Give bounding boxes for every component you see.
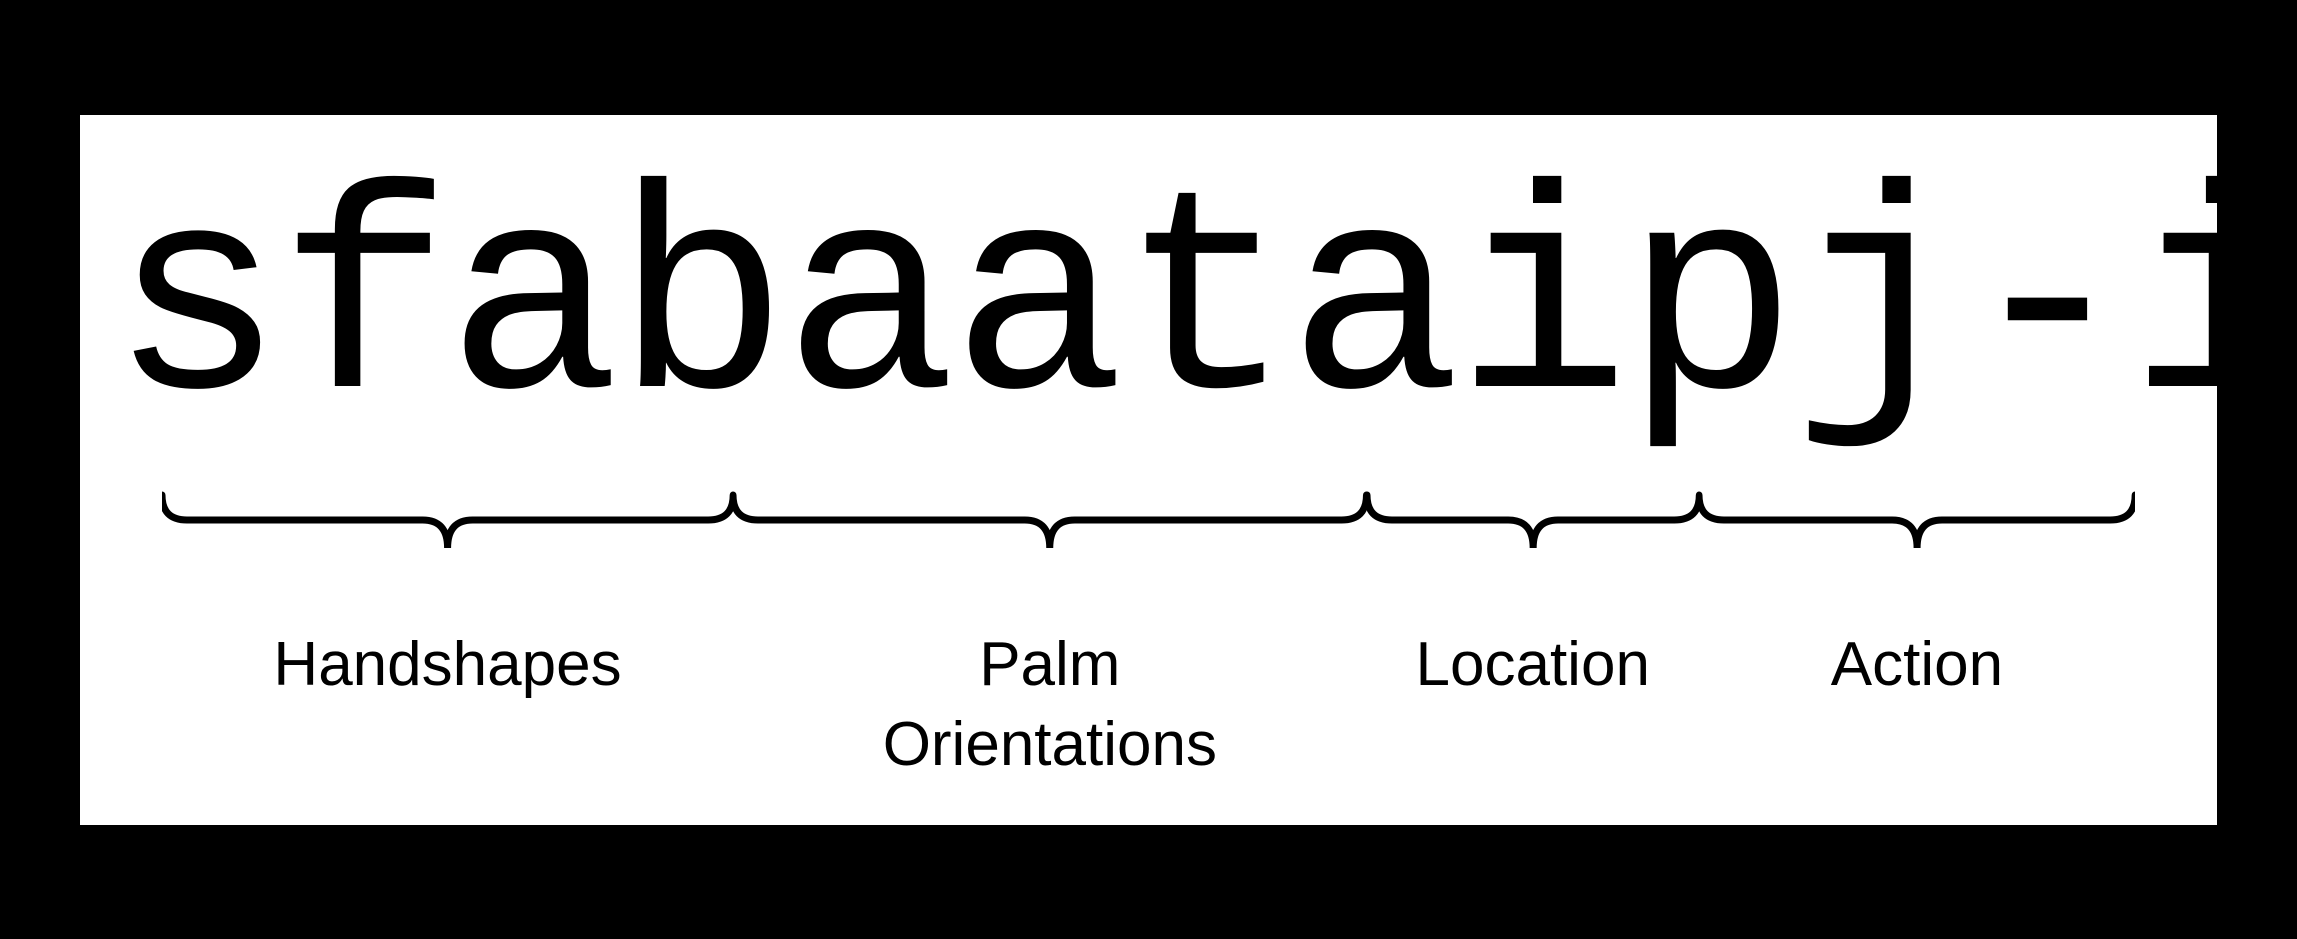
brace-icon <box>162 485 733 585</box>
annotations-row: Handshapes Palm Orientations Location Actio… <box>110 485 2187 785</box>
segment-palm: Palm Orientations <box>733 485 1366 786</box>
brace-icon <box>1367 485 1699 585</box>
segment-label: Handshapes <box>273 625 621 706</box>
segment-label: Palm Orientations <box>883 625 1217 786</box>
segment-location: Location <box>1367 485 1699 706</box>
brace-icon <box>1699 485 2135 585</box>
diagram-frame: sfabaataipj-i Handshapes Palm Orientation… <box>40 75 2257 865</box>
segment-action: Action <box>1699 485 2135 706</box>
code-string: sfabaataipj-i <box>110 165 2187 455</box>
segment-handshapes: Handshapes <box>162 485 733 706</box>
brace-icon <box>733 485 1366 585</box>
segment-label: Location <box>1416 625 1650 706</box>
segment-label: Action <box>1831 625 2003 706</box>
